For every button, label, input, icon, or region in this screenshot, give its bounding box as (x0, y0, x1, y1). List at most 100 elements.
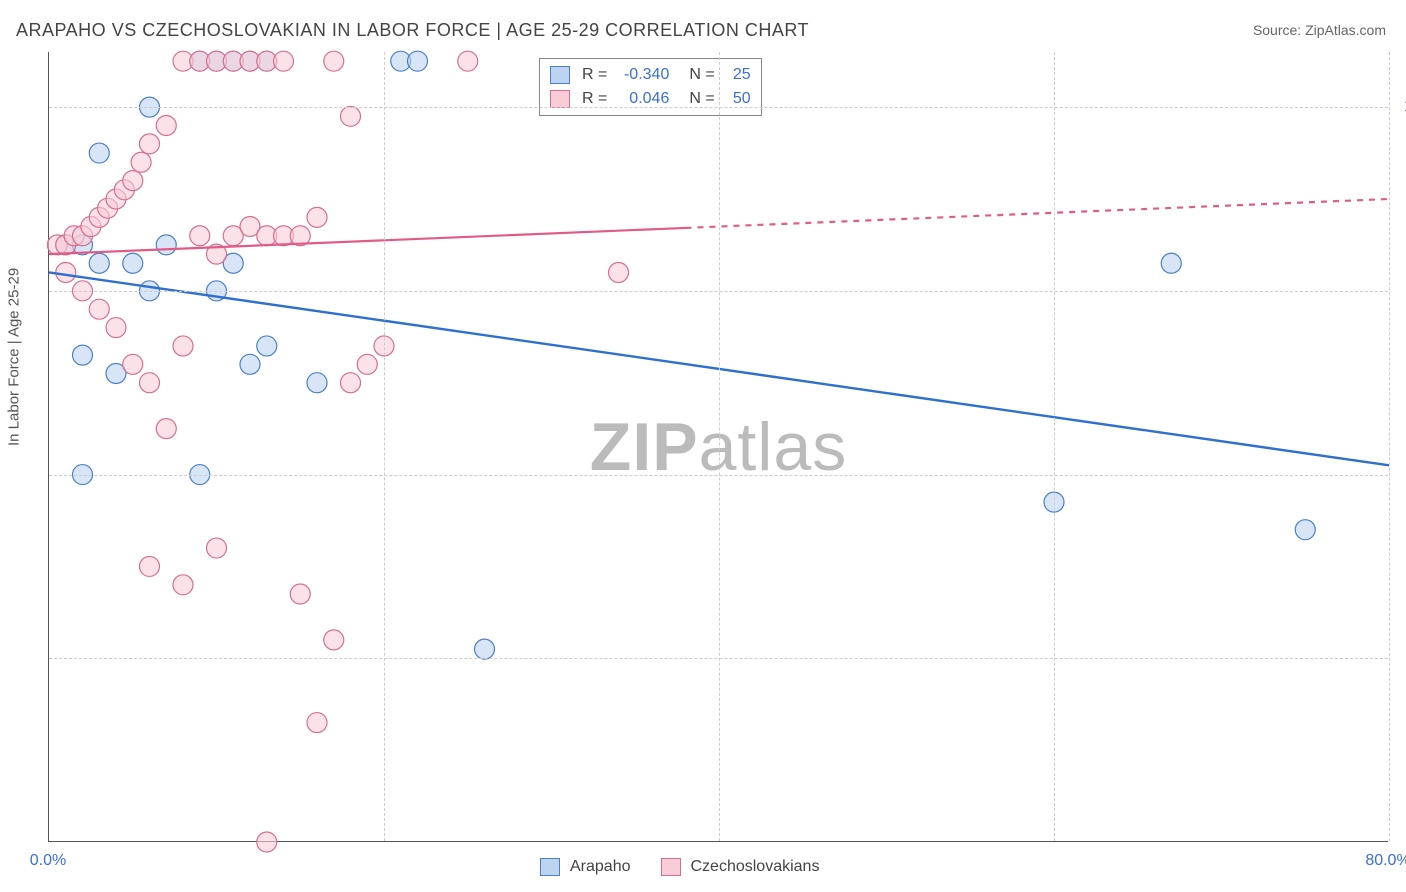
scatter-point (257, 832, 277, 852)
scatter-point (190, 226, 210, 246)
scatter-point (240, 354, 260, 374)
r-value: -0.340 (613, 63, 669, 87)
scatter-point (89, 253, 109, 273)
scatter-point (240, 217, 260, 237)
trend-line-dashed (686, 199, 1390, 228)
legend-swatch (661, 858, 681, 876)
scatter-point (106, 364, 126, 384)
scatter-point (274, 51, 294, 71)
x-tick-label: 0.0% (30, 852, 66, 870)
v-gridline (1389, 52, 1390, 841)
scatter-point (123, 354, 143, 374)
scatter-point (106, 189, 126, 209)
scatter-point (207, 51, 227, 71)
legend-item: Czechoslovakians (661, 858, 820, 876)
scatter-point (81, 217, 101, 237)
scatter-point (257, 226, 277, 246)
scatter-point (114, 180, 134, 200)
y-tick-label: 40.0% (1398, 649, 1406, 667)
scatter-point (257, 336, 277, 356)
scatter-point (408, 51, 428, 71)
scatter-point (47, 235, 67, 255)
scatter-point (173, 575, 193, 595)
watermark-light: atlas (699, 409, 848, 485)
scatter-point (307, 373, 327, 393)
scatter-point (89, 299, 109, 319)
chart-title: ARAPAHO VS CZECHOSLOVAKIAN IN LABOR FORC… (16, 20, 809, 41)
scatter-point (140, 556, 160, 576)
scatter-point (156, 115, 176, 135)
scatter-point (140, 134, 160, 154)
scatter-point (207, 51, 227, 71)
scatter-point (106, 318, 126, 338)
scatter-point (341, 106, 361, 126)
scatter-point (458, 51, 478, 71)
y-tick-label: 60.0% (1398, 466, 1406, 484)
scatter-point (123, 171, 143, 191)
v-gridline (719, 52, 720, 841)
scatter-point (223, 51, 243, 71)
legend-label: Arapaho (570, 858, 631, 876)
scatter-point (56, 235, 76, 255)
scatter-point (609, 262, 629, 282)
source-label: Source: ZipAtlas.com (1253, 22, 1386, 38)
scatter-point (223, 226, 243, 246)
v-gridline (1054, 52, 1055, 841)
scatter-point (131, 152, 151, 172)
scatter-point (123, 253, 143, 273)
x-tick-label: 80.0% (1365, 852, 1406, 870)
scatter-point (98, 198, 118, 218)
v-gridline (384, 52, 385, 841)
legend-label: Czechoslovakians (691, 858, 820, 876)
scatter-point (223, 51, 243, 71)
scatter-point (73, 345, 93, 365)
scatter-point (207, 538, 227, 558)
scatter-point (223, 253, 243, 273)
bottom-legend: Arapaho Czechoslovakians (540, 858, 819, 876)
plot-area: ZIPatlas R =-0.340N =25R =0.046N =50 40.… (48, 52, 1388, 842)
n-value: 25 (721, 63, 751, 87)
scatter-point (1295, 520, 1315, 540)
scatter-point (56, 235, 76, 255)
scatter-point (73, 235, 93, 255)
y-axis-label: In Labor Force | Age 25-29 (6, 268, 23, 446)
scatter-point (257, 51, 277, 71)
legend-swatch (540, 858, 560, 876)
scatter-point (190, 51, 210, 71)
scatter-point (89, 207, 109, 227)
scatter-point (274, 226, 294, 246)
scatter-point (341, 373, 361, 393)
scatter-point (307, 207, 327, 227)
scatter-point (156, 235, 176, 255)
n-label: N = (689, 63, 714, 87)
legend-item: Arapaho (540, 858, 631, 876)
scatter-point (324, 51, 344, 71)
scatter-point (307, 713, 327, 733)
trend-line (49, 228, 686, 254)
r-label: R = (582, 63, 607, 87)
scatter-point (290, 584, 310, 604)
scatter-point (89, 143, 109, 163)
legend-swatch (550, 66, 570, 84)
scatter-point (1161, 253, 1181, 273)
scatter-point (190, 51, 210, 71)
scatter-point (240, 51, 260, 71)
legend-swatch (550, 90, 570, 108)
scatter-point (290, 226, 310, 246)
watermark-bold: ZIP (590, 409, 699, 485)
y-tick-label: 100.0% (1398, 98, 1406, 116)
scatter-point (64, 226, 84, 246)
scatter-point (140, 373, 160, 393)
stats-legend-row: R =-0.340 N = 25 (550, 63, 751, 87)
scatter-point (257, 51, 277, 71)
y-tick-label: 80.0% (1398, 282, 1406, 300)
scatter-point (357, 354, 377, 374)
scatter-point (73, 226, 93, 246)
scatter-point (56, 262, 76, 282)
scatter-point (156, 419, 176, 439)
scatter-point (207, 244, 227, 264)
scatter-point (240, 51, 260, 71)
scatter-point (324, 630, 344, 650)
scatter-point (173, 336, 193, 356)
scatter-point (391, 51, 411, 71)
